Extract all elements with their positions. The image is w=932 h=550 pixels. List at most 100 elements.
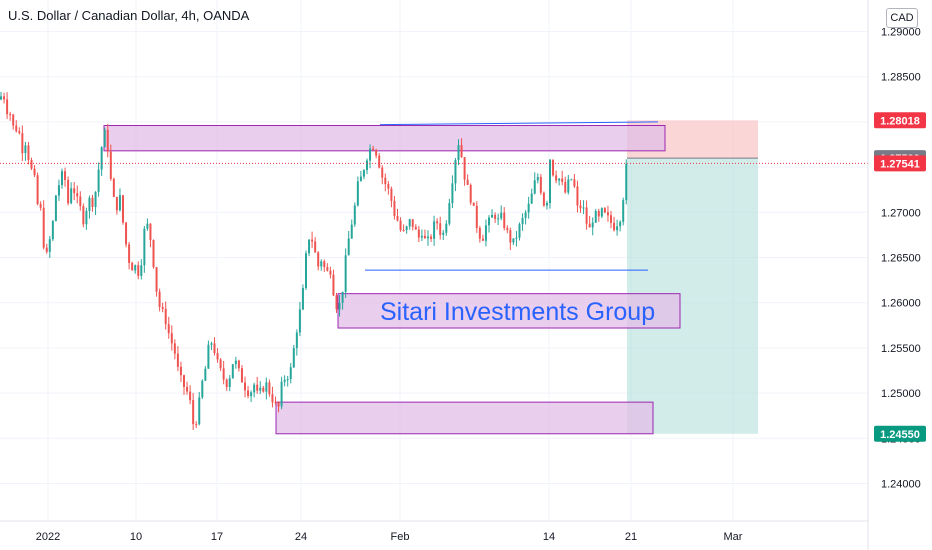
candle-body: [292, 348, 295, 368]
candle-body: [152, 239, 155, 268]
candle-body: [506, 227, 509, 231]
candle-body: [268, 382, 271, 395]
candle-body: [576, 186, 579, 206]
time-tick-label: 17: [211, 531, 223, 543]
candle-body: [115, 196, 118, 211]
candle-body: [457, 145, 460, 161]
upper-trend-line: [379, 121, 659, 126]
candle-body: [460, 145, 463, 158]
candle-body: [399, 220, 402, 231]
price-tick-label: 1.25500: [881, 343, 921, 355]
candle-body: [515, 237, 518, 239]
candle-body: [143, 228, 146, 266]
candle-body: [262, 387, 265, 392]
candle-body: [362, 170, 365, 177]
candle-body: [256, 384, 259, 391]
candle-body: [512, 238, 515, 243]
candle-body: [500, 212, 503, 219]
time-axis-ticks: 2022 10 17 24 Feb 14 21 Mar: [36, 531, 743, 543]
candle-body: [625, 163, 628, 201]
candle-body: [9, 114, 12, 116]
resistance-zone: [103, 125, 666, 152]
candle-body: [234, 360, 237, 365]
candle-body: [555, 175, 558, 181]
candle-body: [390, 188, 393, 201]
candle-body: [27, 145, 30, 160]
candle-body: [277, 402, 280, 407]
candle-body: [237, 360, 240, 369]
candle-body: [286, 379, 289, 381]
candle-body: [466, 179, 469, 185]
candle-body: [359, 176, 362, 182]
candle-body: [469, 184, 472, 203]
candle-body: [356, 181, 359, 206]
candle-body: [128, 244, 131, 263]
candle-body: [240, 368, 243, 383]
candle-body: [305, 253, 307, 289]
candle-body: [509, 230, 512, 243]
candle-body: [314, 241, 317, 253]
candle-body: [36, 175, 39, 205]
candle-body: [3, 96, 6, 100]
candle-body: [48, 239, 51, 252]
candle-body: [341, 291, 344, 303]
candle-body: [207, 344, 210, 369]
time-tick-label: 24: [295, 531, 307, 543]
candle-body: [228, 378, 231, 387]
candle-body: [344, 255, 347, 292]
candle-body: [433, 221, 436, 239]
candle-body: [524, 212, 527, 218]
candle-body: [97, 169, 100, 192]
candle-body: [338, 302, 341, 310]
candle-body: [253, 384, 256, 393]
candle-body: [112, 178, 115, 197]
candle-body: [420, 235, 423, 238]
candle-body: [369, 148, 372, 161]
candle-body: [332, 274, 335, 296]
candle-body: [387, 184, 390, 189]
candle-body: [454, 160, 457, 184]
candle-body: [494, 214, 497, 219]
candle-body: [51, 221, 54, 240]
candle-body: [173, 343, 176, 354]
candle-body: [396, 215, 399, 221]
price-tick-label: 1.25000: [881, 388, 921, 400]
candle-body: [100, 147, 103, 170]
candle-body: [594, 211, 597, 223]
candle-body: [103, 129, 106, 148]
candle-body: [311, 239, 314, 242]
candle-body: [585, 207, 588, 224]
candle-body: [588, 223, 591, 228]
candle-body: [603, 208, 606, 213]
candle-body: [488, 217, 490, 226]
candle-body: [442, 232, 445, 235]
candle-body: [39, 204, 42, 208]
candle-body: [250, 392, 253, 397]
candle-body: [323, 261, 326, 268]
currency-button[interactable]: CAD: [886, 8, 918, 28]
price-label-bg: [874, 155, 926, 172]
candle-body: [408, 219, 411, 227]
candle-body: [18, 131, 21, 134]
trend-lines: [365, 121, 659, 271]
candle-body: [573, 179, 576, 187]
candle-body: [597, 211, 600, 217]
candle-body: [567, 179, 570, 193]
candle-body: [201, 380, 204, 398]
candle-body: [423, 235, 426, 239]
candle-body: [192, 400, 195, 425]
candle-body: [414, 226, 417, 230]
candle-body: [176, 353, 179, 367]
candle-body: [189, 391, 192, 401]
candle-body: [140, 265, 143, 276]
candle-body: [271, 394, 274, 403]
price-tick-label: 1.29000: [881, 27, 921, 39]
candle-body: [167, 324, 170, 334]
candle-body: [231, 364, 234, 379]
candle-body: [579, 205, 582, 209]
candle-body: [0, 96, 2, 100]
candle-body: [259, 387, 262, 391]
candle-body: [298, 309, 301, 333]
